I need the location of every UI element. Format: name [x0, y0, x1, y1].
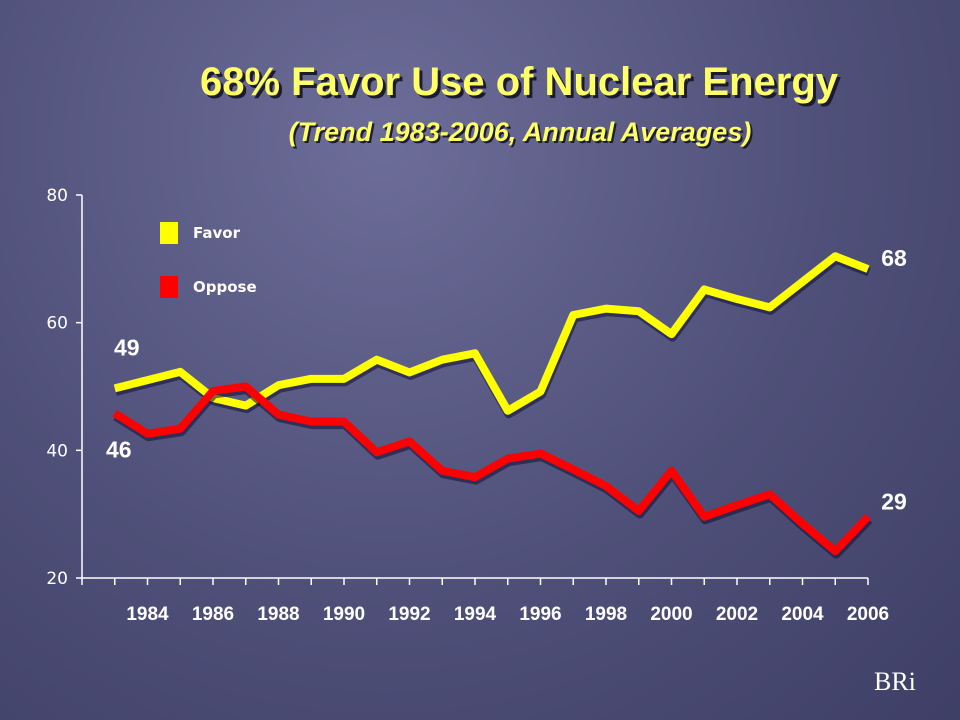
x-tick-label: 1988 [257, 604, 299, 625]
x-tick-label: 2004 [781, 604, 824, 625]
x-tick-label: 2000 [650, 604, 692, 625]
data-label: 29 [881, 489, 907, 515]
chart-subtitle-shadow: (Trend 1983-2006, Annual Averages) [291, 119, 754, 149]
x-tick-label: 2002 [716, 604, 758, 625]
y-ticks: 20 40 60 80 [46, 186, 82, 589]
legend: Favor Oppose [160, 222, 257, 298]
x-tick-label: 2006 [847, 604, 889, 625]
data-labels: 49 46 68 29 [106, 245, 907, 515]
chart-subtitle: (Trend 1983-2006, Annual Averages) [289, 117, 752, 147]
data-label: 46 [106, 436, 132, 462]
y-tick-label: 60 [46, 314, 68, 334]
data-label: 49 [114, 334, 140, 360]
legend-swatch-favor [160, 222, 178, 244]
data-label: 68 [881, 245, 907, 271]
series-line-oppose [112, 382, 871, 556]
series-lines [112, 252, 873, 559]
legend-label-oppose: Oppose [193, 278, 257, 296]
x-tick-label: 1990 [323, 604, 365, 625]
x-tick-label: 1994 [454, 604, 497, 625]
title-group: 68% Favor Use of Nuclear Energy 68% Favo… [200, 60, 842, 149]
y-tick-label: 20 [46, 569, 68, 589]
chart-title: 68% Favor Use of Nuclear Energy [200, 60, 839, 104]
brand-logo: BRi [874, 667, 916, 696]
chart-title-shadow: 68% Favor Use of Nuclear Energy [203, 63, 842, 107]
y-tick-label: 80 [46, 186, 68, 206]
y-tick-label: 40 [46, 441, 68, 461]
legend-label-favor: Favor [193, 224, 241, 242]
legend-swatch-oppose [160, 276, 178, 298]
x-ticks: 1984 1986 1988 1990 1992 1994 1996 1998 2000 2002… [81, 578, 889, 625]
x-tick-label: 1992 [388, 604, 430, 625]
x-tick-label: 1998 [585, 604, 627, 625]
series-line-favor [113, 252, 870, 415]
x-tick-label: 1996 [519, 604, 561, 625]
x-tick-label: 1986 [192, 604, 234, 625]
x-tick-label: 1984 [126, 604, 169, 625]
